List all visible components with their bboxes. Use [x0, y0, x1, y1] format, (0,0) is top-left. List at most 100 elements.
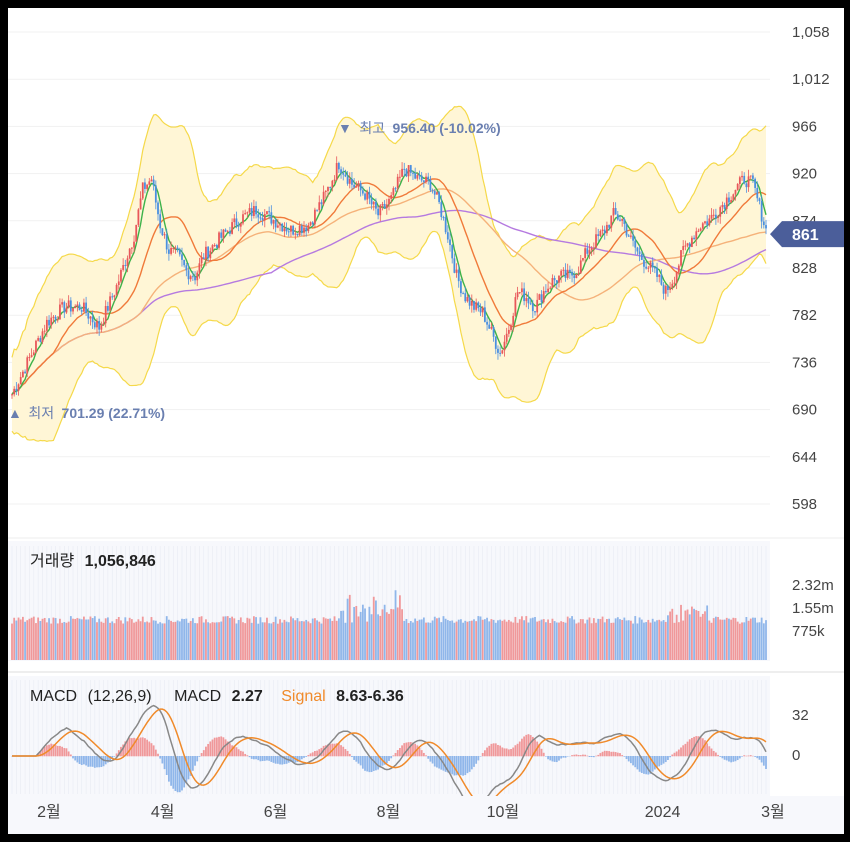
macd-hist-bar [762, 756, 765, 766]
volume-bar [398, 595, 401, 660]
candle-body [61, 302, 64, 305]
candle-body [433, 190, 436, 195]
candle-body [259, 217, 262, 219]
candle-body [549, 287, 552, 289]
macd-hist-bar [224, 739, 227, 757]
candle-body [67, 300, 70, 308]
macd-hist-bar [483, 750, 486, 757]
candle-body [333, 179, 336, 181]
macd-hist-bar [122, 744, 125, 757]
volume-bar [688, 614, 691, 660]
macd-hist-bar [547, 756, 549, 760]
volume-bar [392, 609, 395, 660]
volume-bar [725, 617, 728, 660]
macd-hist-bar [521, 738, 523, 757]
volume-bar [669, 611, 672, 660]
candle-body [146, 184, 149, 189]
volume-bar [708, 620, 711, 660]
volume-bar [294, 620, 297, 660]
candle-body [154, 185, 157, 203]
macd-hist-bar [656, 756, 658, 769]
macd-hist-bar [627, 756, 630, 762]
volume-bar [78, 618, 81, 660]
macd-hist-bar [207, 743, 210, 757]
candle-body [525, 298, 528, 302]
macd-hist-bar [756, 756, 759, 759]
volume-bar [497, 620, 499, 660]
macd-hist-bar [555, 756, 558, 763]
volume-bar [525, 616, 528, 660]
macd-hist-bar [675, 751, 678, 757]
candle-body [372, 201, 375, 205]
volume-bar [547, 619, 549, 660]
macd-hist-bar [372, 756, 375, 771]
candle-body [126, 258, 129, 267]
volume-bar [261, 622, 264, 660]
volume-bar [651, 618, 654, 660]
macd-hist-bar [545, 756, 547, 757]
volume-bar [627, 620, 630, 660]
volume-bar [425, 622, 427, 660]
volume-bar [246, 617, 249, 660]
volume-bar [211, 622, 214, 660]
macd-hist-bar [460, 756, 462, 776]
volume-bar [656, 620, 658, 660]
macd-hist-bar [152, 745, 155, 757]
macd-hist-bar [523, 736, 526, 757]
volume-bar [492, 619, 495, 660]
macd-hist-bar [616, 752, 619, 757]
macd-hist-bar [765, 756, 767, 770]
candle-body [677, 265, 680, 272]
candle-body [314, 209, 316, 225]
macd-hist-bar [342, 746, 345, 757]
candle-body [196, 272, 199, 281]
macd-hist-bar [98, 756, 101, 768]
volume-bar [523, 620, 526, 660]
macd-hist-bar [146, 739, 149, 757]
candle-body [78, 304, 81, 311]
volume-bar [128, 617, 131, 660]
volume-bar [442, 616, 445, 660]
volume-bar [453, 622, 456, 660]
macd-hist-bar [542, 752, 545, 757]
candle-body [632, 235, 634, 241]
candle-body [276, 225, 279, 228]
macd-hist-bar [191, 756, 194, 771]
volume-bar [440, 622, 443, 660]
candle-body [529, 303, 532, 305]
macd-line [12, 704, 767, 808]
candle-body [623, 218, 626, 224]
macd-hist-bar [229, 743, 231, 757]
macd-hist-bar [272, 756, 275, 763]
candle-body [300, 225, 303, 233]
volume-bar [324, 618, 327, 660]
volume-bar [135, 621, 138, 660]
volume-bar [481, 619, 484, 660]
volume-bar [510, 621, 512, 660]
volume-bar [250, 622, 253, 660]
volume-bar [39, 620, 42, 660]
candle-body [348, 178, 351, 184]
volume-bar [396, 607, 399, 660]
macd-hist-bar [383, 756, 386, 765]
macd-hist-bar [497, 744, 499, 757]
candle-body [30, 355, 33, 358]
macd-hist-bar [144, 738, 146, 757]
macd-hist-bar [540, 748, 543, 757]
macd-hist-bar [239, 750, 242, 757]
volume-bar [608, 618, 610, 660]
candle-body [684, 245, 687, 247]
macd-hist-bar [202, 750, 205, 757]
volume-bar [113, 623, 116, 660]
macd-hist-bar [83, 756, 85, 765]
candle-body [486, 321, 488, 325]
candle-body [355, 186, 358, 188]
candle-body [449, 239, 451, 246]
volume-bar [660, 621, 663, 660]
candle-body [490, 326, 493, 329]
candle-body [48, 319, 50, 326]
macd-hist-bar [449, 756, 451, 773]
candle-body [318, 202, 321, 211]
candle-body [579, 260, 582, 274]
